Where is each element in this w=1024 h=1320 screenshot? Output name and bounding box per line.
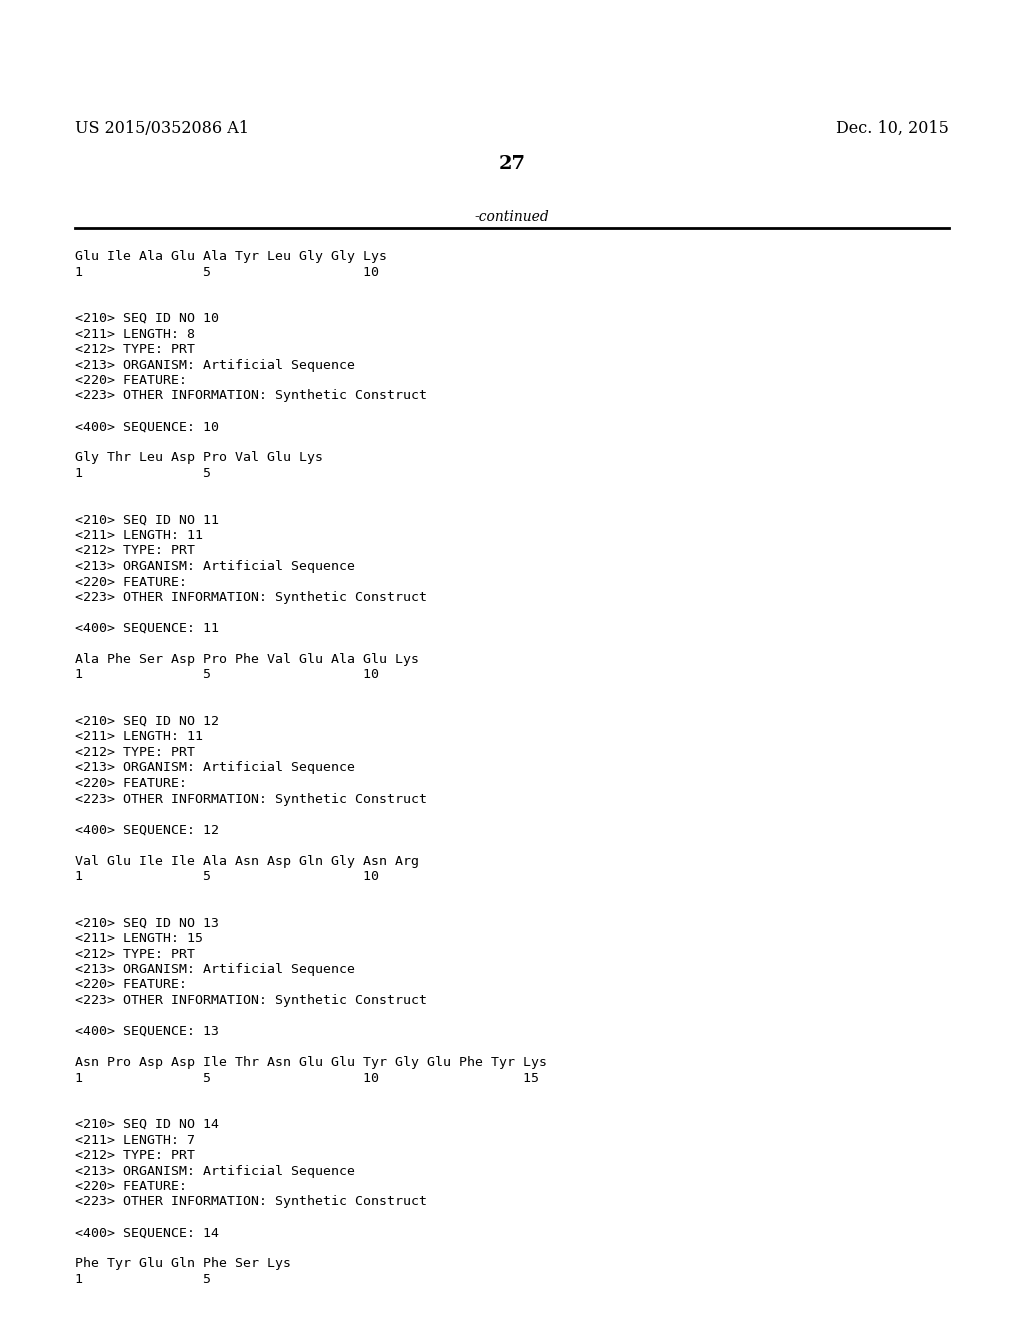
Text: 27: 27: [499, 154, 525, 173]
Text: <211> LENGTH: 8: <211> LENGTH: 8: [75, 327, 195, 341]
Text: <210> SEQ ID NO 11: <210> SEQ ID NO 11: [75, 513, 219, 527]
Text: <220> FEATURE:: <220> FEATURE:: [75, 374, 187, 387]
Text: <400> SEQUENCE: 11: <400> SEQUENCE: 11: [75, 622, 219, 635]
Text: Asn Pro Asp Asp Ile Thr Asn Glu Glu Tyr Gly Glu Phe Tyr Lys: Asn Pro Asp Asp Ile Thr Asn Glu Glu Tyr …: [75, 1056, 547, 1069]
Text: 1               5                   10: 1 5 10: [75, 668, 379, 681]
Text: <212> TYPE: PRT: <212> TYPE: PRT: [75, 746, 195, 759]
Text: Dec. 10, 2015: Dec. 10, 2015: [837, 120, 949, 137]
Text: <212> TYPE: PRT: <212> TYPE: PRT: [75, 343, 195, 356]
Text: <213> ORGANISM: Artificial Sequence: <213> ORGANISM: Artificial Sequence: [75, 762, 355, 775]
Text: Val Glu Ile Ile Ala Asn Asp Gln Gly Asn Arg: Val Glu Ile Ile Ala Asn Asp Gln Gly Asn …: [75, 854, 419, 867]
Text: Ala Phe Ser Asp Pro Phe Val Glu Ala Glu Lys: Ala Phe Ser Asp Pro Phe Val Glu Ala Glu …: [75, 653, 419, 667]
Text: <213> ORGANISM: Artificial Sequence: <213> ORGANISM: Artificial Sequence: [75, 560, 355, 573]
Text: 1               5: 1 5: [75, 1272, 211, 1286]
Text: <223> OTHER INFORMATION: Synthetic Construct: <223> OTHER INFORMATION: Synthetic Const…: [75, 994, 427, 1007]
Text: <210> SEQ ID NO 10: <210> SEQ ID NO 10: [75, 312, 219, 325]
Text: <213> ORGANISM: Artificial Sequence: <213> ORGANISM: Artificial Sequence: [75, 359, 355, 371]
Text: <211> LENGTH: 11: <211> LENGTH: 11: [75, 730, 203, 743]
Text: <223> OTHER INFORMATION: Synthetic Construct: <223> OTHER INFORMATION: Synthetic Const…: [75, 1196, 427, 1209]
Text: 1               5                   10: 1 5 10: [75, 870, 379, 883]
Text: <220> FEATURE:: <220> FEATURE:: [75, 1180, 187, 1193]
Text: <210> SEQ ID NO 12: <210> SEQ ID NO 12: [75, 715, 219, 729]
Text: Phe Tyr Glu Gln Phe Ser Lys: Phe Tyr Glu Gln Phe Ser Lys: [75, 1258, 291, 1270]
Text: US 2015/0352086 A1: US 2015/0352086 A1: [75, 120, 249, 137]
Text: Gly Thr Leu Asp Pro Val Glu Lys: Gly Thr Leu Asp Pro Val Glu Lys: [75, 451, 323, 465]
Text: <223> OTHER INFORMATION: Synthetic Construct: <223> OTHER INFORMATION: Synthetic Const…: [75, 389, 427, 403]
Text: <213> ORGANISM: Artificial Sequence: <213> ORGANISM: Artificial Sequence: [75, 1164, 355, 1177]
Text: <400> SEQUENCE: 13: <400> SEQUENCE: 13: [75, 1026, 219, 1038]
Text: <210> SEQ ID NO 13: <210> SEQ ID NO 13: [75, 916, 219, 929]
Text: 1               5                   10                  15: 1 5 10 15: [75, 1072, 539, 1085]
Text: <400> SEQUENCE: 14: <400> SEQUENCE: 14: [75, 1226, 219, 1239]
Text: <220> FEATURE:: <220> FEATURE:: [75, 576, 187, 589]
Text: Glu Ile Ala Glu Ala Tyr Leu Gly Gly Lys: Glu Ile Ala Glu Ala Tyr Leu Gly Gly Lys: [75, 249, 387, 263]
Text: <400> SEQUENCE: 12: <400> SEQUENCE: 12: [75, 824, 219, 837]
Text: <223> OTHER INFORMATION: Synthetic Construct: <223> OTHER INFORMATION: Synthetic Const…: [75, 792, 427, 805]
Text: <212> TYPE: PRT: <212> TYPE: PRT: [75, 1148, 195, 1162]
Text: <400> SEQUENCE: 10: <400> SEQUENCE: 10: [75, 421, 219, 433]
Text: <212> TYPE: PRT: <212> TYPE: PRT: [75, 544, 195, 557]
Text: 1               5: 1 5: [75, 467, 211, 480]
Text: <220> FEATURE:: <220> FEATURE:: [75, 978, 187, 991]
Text: <212> TYPE: PRT: <212> TYPE: PRT: [75, 948, 195, 961]
Text: -continued: -continued: [475, 210, 549, 224]
Text: <210> SEQ ID NO 14: <210> SEQ ID NO 14: [75, 1118, 219, 1131]
Text: <213> ORGANISM: Artificial Sequence: <213> ORGANISM: Artificial Sequence: [75, 964, 355, 975]
Text: <220> FEATURE:: <220> FEATURE:: [75, 777, 187, 789]
Text: <211> LENGTH: 11: <211> LENGTH: 11: [75, 529, 203, 543]
Text: <211> LENGTH: 15: <211> LENGTH: 15: [75, 932, 203, 945]
Text: <223> OTHER INFORMATION: Synthetic Construct: <223> OTHER INFORMATION: Synthetic Const…: [75, 591, 427, 605]
Text: 1               5                   10: 1 5 10: [75, 265, 379, 279]
Text: <211> LENGTH: 7: <211> LENGTH: 7: [75, 1134, 195, 1147]
